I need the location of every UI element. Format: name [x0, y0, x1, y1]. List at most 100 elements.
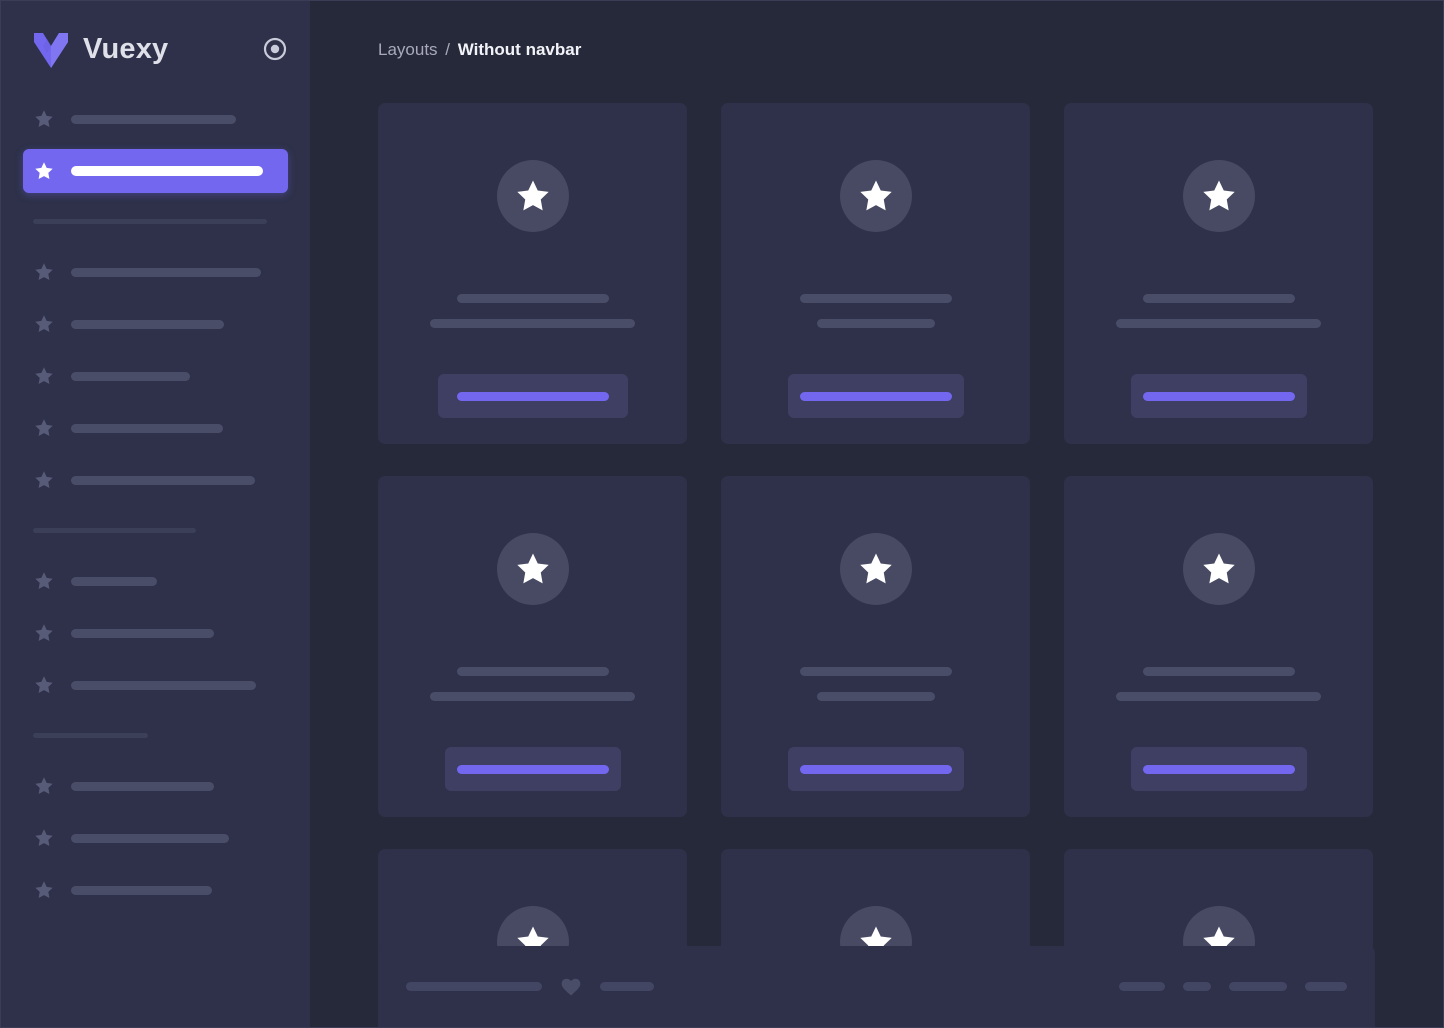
- card-line-1: [799, 294, 952, 303]
- card-text-placeholders: [721, 294, 1030, 328]
- card-text-placeholders: [1064, 294, 1373, 328]
- star-icon: [33, 365, 55, 387]
- sidebar-section-divider-2: [33, 733, 148, 738]
- sidebar-item-3[interactable]: [23, 302, 288, 346]
- footer-link-placeholder-2[interactable]: [1229, 982, 1287, 991]
- sidebar-item-5[interactable]: [23, 406, 288, 450]
- sidebar-item-label-placeholder: [71, 475, 255, 485]
- sidebar-item-11[interactable]: [23, 816, 288, 860]
- star-icon: [33, 622, 55, 644]
- card-5[interactable]: [1064, 476, 1373, 817]
- avatar: [496, 160, 569, 232]
- sidebar-item-12[interactable]: [23, 868, 288, 912]
- sidebar-item-label-placeholder: [71, 680, 256, 690]
- vuexy-v-logo-icon: [33, 29, 69, 69]
- card-action-button[interactable]: [1130, 374, 1307, 418]
- breadcrumb: Layouts / Without navbar: [310, 1, 1443, 61]
- card-button-label-placeholder: [799, 391, 952, 401]
- heart-icon: [560, 976, 582, 998]
- card-line-1: [1142, 294, 1295, 303]
- sidebar-item-1-active[interactable]: [23, 149, 288, 193]
- brand-title: Vuexy: [83, 32, 169, 65]
- footer-link-placeholder-3[interactable]: [1305, 982, 1347, 991]
- avatar: [839, 533, 912, 605]
- card-action-button[interactable]: [437, 374, 628, 418]
- brand-header: Vuexy: [1, 1, 310, 97]
- sidebar-item-0[interactable]: [23, 97, 288, 141]
- sidebar-item-label-placeholder: [71, 114, 236, 124]
- avatar: [496, 533, 569, 605]
- sidebar-item-label-placeholder: [71, 885, 212, 895]
- card-text-placeholders: [721, 667, 1030, 701]
- card-line-2: [430, 319, 635, 328]
- card-button-label-placeholder: [1142, 764, 1295, 774]
- star-icon: [516, 553, 549, 584]
- card-3[interactable]: [378, 476, 687, 817]
- sidebar-nav: [1, 97, 310, 912]
- footer-left-group: [406, 976, 1119, 998]
- card-action-button[interactable]: [1130, 747, 1307, 791]
- card-line-2: [430, 692, 635, 701]
- card-line-1: [456, 294, 609, 303]
- main-content: Layouts / Without navbar: [310, 1, 1443, 1027]
- sidebar-item-label-placeholder: [71, 267, 261, 277]
- card-2[interactable]: [1064, 103, 1373, 444]
- sidebar-item-label-placeholder: [71, 371, 190, 381]
- sidebar-item-label-placeholder: [71, 576, 157, 586]
- sidebar-item-2[interactable]: [23, 250, 288, 294]
- sidebar-item-4[interactable]: [23, 354, 288, 398]
- sidebar: Vuexy: [1, 1, 310, 1027]
- star-icon: [33, 775, 55, 797]
- star-icon: [33, 313, 55, 335]
- star-icon: [33, 570, 55, 592]
- footer-text-placeholder-1: [600, 982, 654, 991]
- avatar: [1182, 533, 1255, 605]
- sidebar-section-divider-0: [33, 219, 267, 224]
- card-button-label-placeholder: [456, 764, 609, 774]
- card-1[interactable]: [721, 103, 1030, 444]
- sidebar-item-label-placeholder: [71, 423, 223, 433]
- sidebar-item-label-placeholder: [71, 166, 263, 176]
- avatar: [1182, 160, 1255, 232]
- card-action-button[interactable]: [444, 747, 621, 791]
- avatar: [839, 160, 912, 232]
- card-line-2: [1116, 692, 1321, 701]
- breadcrumb-current: Without navbar: [457, 40, 582, 59]
- star-icon: [859, 180, 892, 211]
- sidebar-item-label-placeholder: [71, 319, 224, 329]
- star-icon: [1202, 180, 1235, 211]
- star-icon: [1202, 553, 1235, 584]
- sidebar-item-6[interactable]: [23, 458, 288, 502]
- star-icon: [516, 180, 549, 211]
- card-line-1: [456, 667, 609, 676]
- card-button-label-placeholder: [456, 391, 609, 401]
- star-icon: [33, 674, 55, 696]
- sidebar-section-divider-1: [33, 528, 196, 533]
- card-action-button[interactable]: [787, 747, 964, 791]
- card-0[interactable]: [378, 103, 687, 444]
- card-action-button[interactable]: [787, 374, 964, 418]
- star-icon: [859, 553, 892, 584]
- card-4[interactable]: [721, 476, 1030, 817]
- star-icon: [33, 827, 55, 849]
- card-line-2: [1116, 319, 1321, 328]
- breadcrumb-root[interactable]: Layouts: [378, 40, 438, 59]
- sidebar-item-7[interactable]: [23, 559, 288, 603]
- card-text-placeholders: [378, 667, 687, 701]
- footer-link-placeholder-1[interactable]: [1183, 982, 1211, 991]
- sidebar-item-10[interactable]: [23, 764, 288, 808]
- sidebar-item-8[interactable]: [23, 611, 288, 655]
- star-icon: [33, 469, 55, 491]
- breadcrumb-separator: /: [445, 40, 451, 59]
- sidebar-item-label-placeholder: [71, 781, 214, 791]
- star-icon: [33, 879, 55, 901]
- card-button-label-placeholder: [799, 764, 952, 774]
- footer-link-placeholder-0[interactable]: [1119, 982, 1165, 991]
- footer-right-group: [1119, 982, 1347, 991]
- star-icon: [33, 160, 55, 182]
- card-text-placeholders: [1064, 667, 1373, 701]
- card-line-2: [816, 319, 935, 328]
- sidebar-item-9[interactable]: [23, 663, 288, 707]
- radio-circle-dot-icon[interactable]: [262, 36, 288, 62]
- card-line-2: [816, 692, 935, 701]
